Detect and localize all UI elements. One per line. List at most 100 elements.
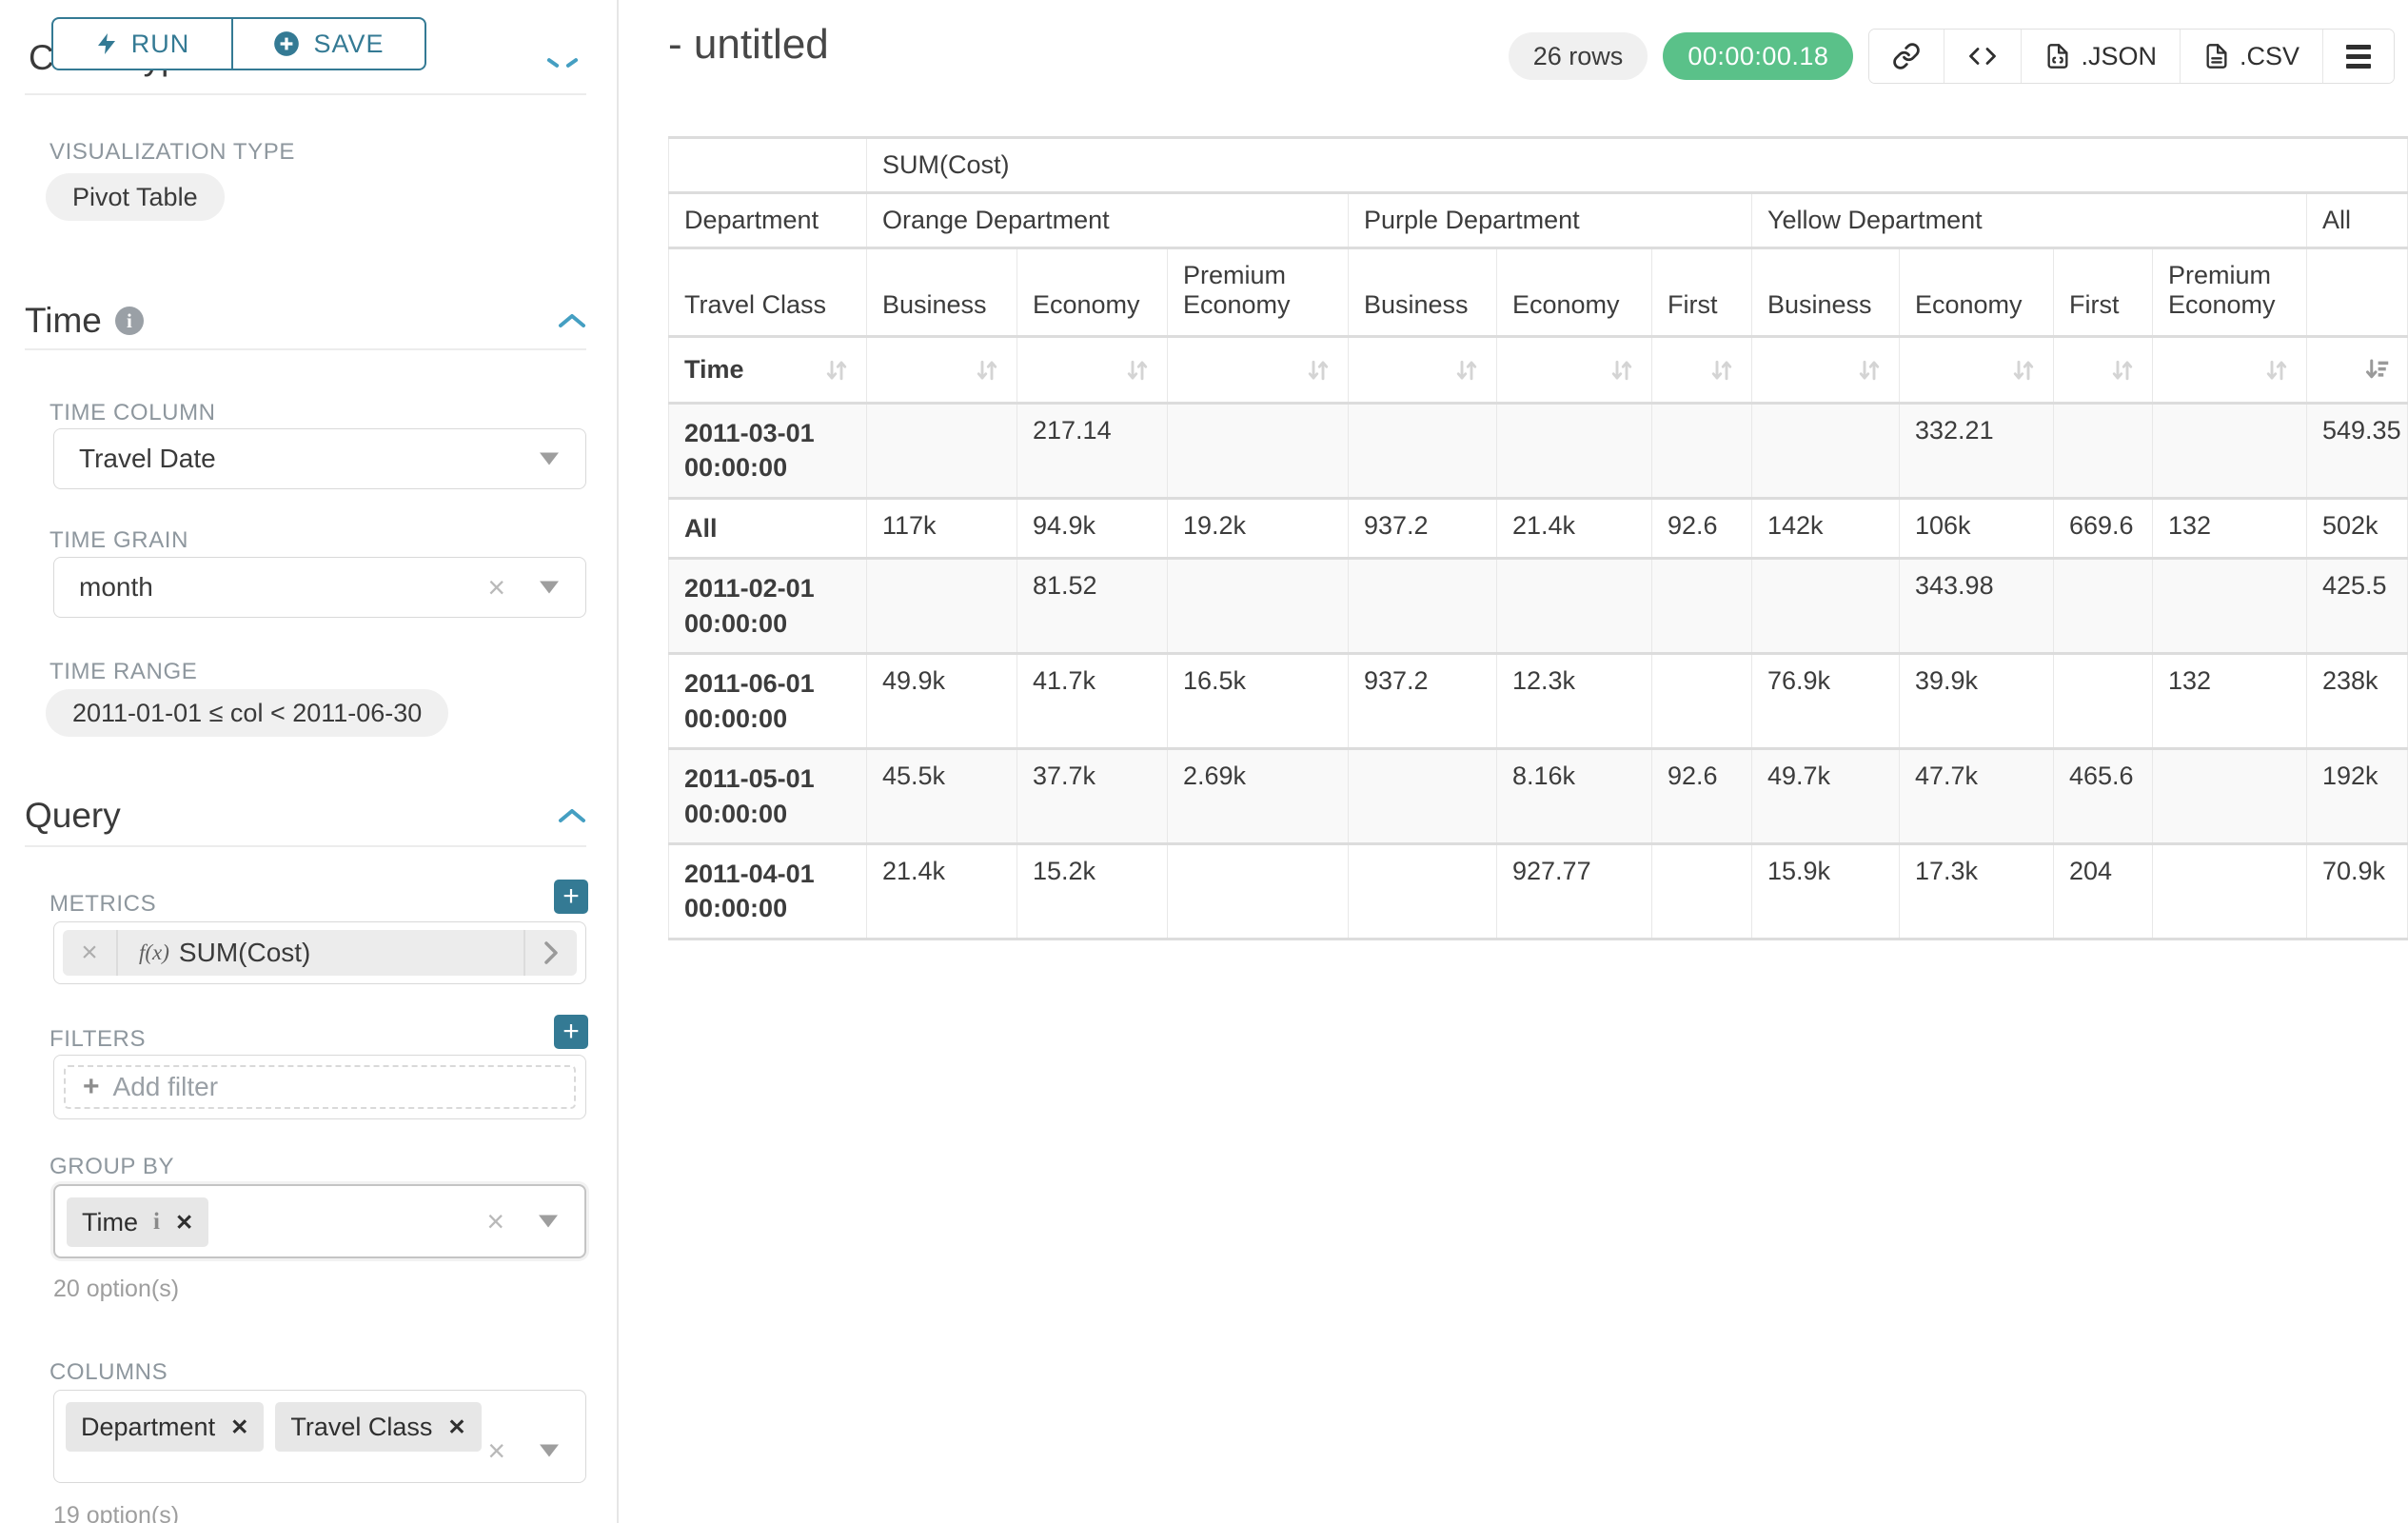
chevron-up-icon[interactable] xyxy=(565,57,579,69)
pivot-travel-class-header: First xyxy=(2053,247,2153,337)
pivot-value-cell: 17.3k xyxy=(1899,841,2054,940)
add-filter-plus-button[interactable]: + xyxy=(554,1015,588,1049)
pivot-value-cell xyxy=(1651,652,1752,749)
chevron-down-icon[interactable] xyxy=(540,581,559,594)
field-tag[interactable]: Department ✕ xyxy=(66,1402,265,1452)
plus-icon: + xyxy=(83,1071,100,1102)
remove-metric-icon[interactable]: × xyxy=(63,930,118,976)
copy-link-button[interactable] xyxy=(1869,30,1944,83)
chevron-up-icon[interactable] xyxy=(546,57,560,69)
pivot-value-cell: 238k xyxy=(2305,652,2408,749)
pivot-sort-header[interactable] xyxy=(1167,335,1349,404)
pivot-travel-class-header: First xyxy=(1651,247,1752,337)
pivot-sort-header[interactable] xyxy=(1348,335,1497,404)
chart-title[interactable]: - untitled xyxy=(668,21,829,68)
metric-pill[interactable]: × f(x) SUM(Cost) xyxy=(63,930,577,976)
clear-icon[interactable]: × xyxy=(486,1204,504,1238)
query-section-header[interactable]: Query xyxy=(25,796,588,836)
add-metric-button[interactable]: + xyxy=(554,880,588,914)
pivot-value-cell: 217.14 xyxy=(1016,402,1168,499)
pivot-sort-header-active[interactable] xyxy=(2305,335,2408,404)
function-icon: f(x) xyxy=(139,940,169,964)
chart-menu-button[interactable] xyxy=(2322,30,2394,83)
pivot-travel-class-header: Premium Economy xyxy=(1167,247,1349,337)
time-grain-select[interactable]: month × xyxy=(53,557,586,618)
clear-icon[interactable]: × xyxy=(487,570,505,604)
remove-tag-icon[interactable]: ✕ xyxy=(447,1414,466,1439)
pivot-value-cell: 15.2k xyxy=(1016,841,1168,940)
pivot-value-cell: 465.6 xyxy=(2053,747,2153,844)
link-icon xyxy=(1893,43,1921,69)
csv-file-icon xyxy=(2206,44,2227,69)
pivot-sort-header[interactable] xyxy=(1899,335,2054,404)
pivot-sort-header[interactable] xyxy=(2152,335,2307,404)
pivot-corner-cell xyxy=(668,136,867,193)
chevron-up-icon[interactable] xyxy=(556,805,588,826)
columns-options-note: 19 option(s) xyxy=(53,1502,180,1523)
pivot-value-cell: 49.9k xyxy=(866,652,1017,749)
visualization-type-pill[interactable]: Pivot Table xyxy=(46,173,225,221)
time-section-title: Time xyxy=(25,301,102,340)
field-tag-label: Department xyxy=(81,1412,216,1441)
chevron-down-icon[interactable] xyxy=(540,1444,559,1457)
pivot-value-cell: 332.21 xyxy=(1899,402,2054,499)
embed-code-button[interactable] xyxy=(1944,30,2022,83)
remove-tag-icon[interactable]: ✕ xyxy=(230,1414,249,1439)
group-by-select[interactable]: Time i ✕ × xyxy=(53,1184,586,1258)
metric-name: SUM(Cost) xyxy=(178,938,311,967)
export-json-button[interactable]: .JSON xyxy=(2021,30,2180,83)
export-csv-button[interactable]: .CSV xyxy=(2179,30,2322,83)
expand-metric-icon[interactable] xyxy=(523,930,577,976)
pivot-value-cell: 47.7k xyxy=(1899,747,2054,844)
columns-tags: Department ✕ Travel Class ✕ xyxy=(66,1402,482,1452)
save-button[interactable]: SAVE xyxy=(232,17,426,70)
field-tag[interactable]: Time i ✕ xyxy=(67,1197,209,1247)
pivot-value-cell: 502k xyxy=(2305,496,2408,559)
pivot-sort-header[interactable] xyxy=(1751,335,1900,404)
divider xyxy=(25,348,586,350)
pivot-table: SUM(Cost) Department Orange Department Purp… xyxy=(668,136,2408,940)
time-grain-label: TIME GRAIN xyxy=(49,527,189,553)
time-range-pill[interactable]: 2011-01-01 ≤ col < 2011-06-30 xyxy=(46,689,449,737)
save-button-label: SAVE xyxy=(313,29,385,58)
pivot-value-cell: 204 xyxy=(2053,841,2153,940)
add-filter-button[interactable]: + Add filter xyxy=(64,1065,576,1109)
field-tag-label: Time xyxy=(82,1207,138,1236)
pivot-value-cell: 132 xyxy=(2152,652,2307,749)
pivot-value-cell xyxy=(1167,841,1349,940)
pivot-value-cell: 41.7k xyxy=(1016,652,1168,749)
chevron-down-icon[interactable] xyxy=(539,1215,558,1228)
pivot-sort-header[interactable] xyxy=(1651,335,1752,404)
pivot-travel-class-header: Premium Economy xyxy=(2152,247,2307,337)
run-button[interactable]: RUN xyxy=(51,17,232,70)
pivot-value-cell: 12.3k xyxy=(1496,652,1652,749)
pivot-time-sort-header[interactable]: Time xyxy=(668,335,867,404)
pivot-sort-header[interactable] xyxy=(866,335,1017,404)
pivot-travel-class-header: Economy xyxy=(1016,247,1168,337)
pivot-value-cell xyxy=(866,402,1017,499)
pivot-travel-class-header: Business xyxy=(1751,247,1900,337)
pivot-travel-class-header: Business xyxy=(866,247,1017,337)
pivot-value-cell: 16.5k xyxy=(1167,652,1349,749)
chevron-up-icon[interactable] xyxy=(556,310,588,331)
time-column-select[interactable]: Travel Date xyxy=(53,428,586,489)
export-button-group: .JSON .CSV xyxy=(1868,29,2395,84)
explore-control-panel: Chart Type RUN SAVE VISUALIZATION TYPE P… xyxy=(0,0,619,1523)
pivot-value-cell: 15.9k xyxy=(1751,841,1900,940)
pivot-sort-header[interactable] xyxy=(1016,335,1168,404)
pivot-value-cell xyxy=(1651,557,1752,654)
row-count-badge: 26 rows xyxy=(1508,32,1648,80)
field-tag[interactable]: Travel Class ✕ xyxy=(275,1402,482,1452)
pivot-row-header: 2011-06-01 00:00:00 xyxy=(668,652,867,749)
pivot-value-cell: 49.7k xyxy=(1751,747,1900,844)
pivot-sort-header[interactable] xyxy=(2053,335,2153,404)
clear-icon[interactable]: × xyxy=(487,1434,505,1469)
time-section-header[interactable]: Time i xyxy=(25,301,588,341)
metrics-control: × f(x) SUM(Cost) xyxy=(53,921,586,984)
pivot-value-cell: 937.2 xyxy=(1348,496,1497,559)
remove-tag-icon[interactable]: ✕ xyxy=(174,1209,194,1235)
chevron-down-icon[interactable] xyxy=(540,452,559,465)
pivot-sort-header[interactable] xyxy=(1496,335,1652,404)
columns-select[interactable]: Department ✕ Travel Class ✕ × xyxy=(53,1390,586,1483)
pivot-value-cell xyxy=(2053,557,2153,654)
